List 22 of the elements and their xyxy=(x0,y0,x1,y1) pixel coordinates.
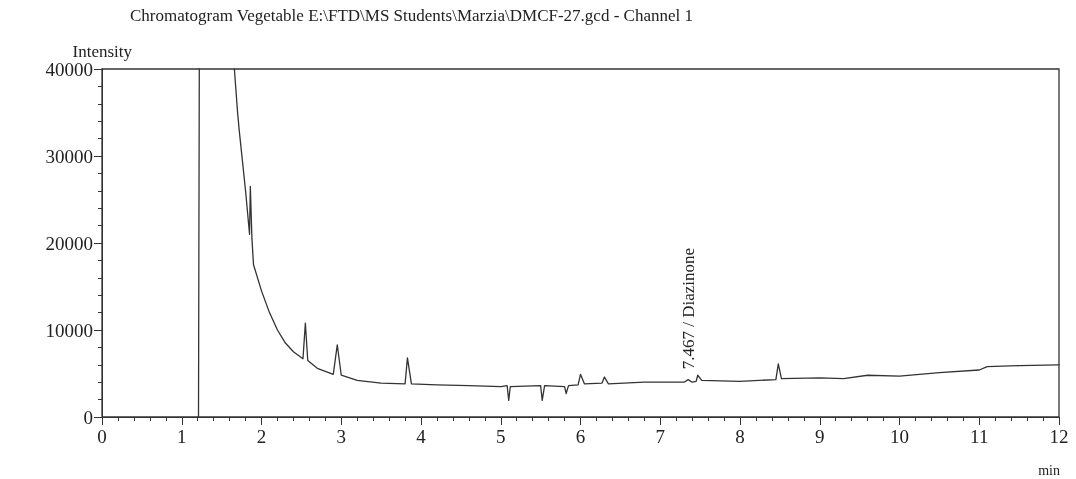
annotation: 7.467 / Diazinone xyxy=(678,247,698,370)
y-tick-label: 40000 xyxy=(45,58,93,80)
x-tick-label: 5 xyxy=(496,426,506,447)
x-tick-label: 7 xyxy=(655,426,665,447)
y-tick-label: 0 xyxy=(83,406,93,428)
x-axis-title: min xyxy=(1038,462,1060,478)
y-axis-title: Intensity xyxy=(72,41,133,61)
y-tick-label: 20000 xyxy=(45,232,93,254)
x-tick-label: 0 xyxy=(97,426,107,447)
x-tick-label: 12 xyxy=(1049,426,1069,447)
y-tick-label: 10000 xyxy=(45,319,93,341)
x-tick-label: 11 xyxy=(970,426,989,447)
x-tick-label: 8 xyxy=(735,426,745,447)
x-tick-label: 1 xyxy=(177,426,187,447)
x-tick-label: 4 xyxy=(416,426,427,447)
y-tick-label: 30000 xyxy=(45,145,93,167)
chart-title: Chromatogram Vegetable E:\FTD\MS Students\Marzia\DMCF-27.gcd - Channel 1 xyxy=(130,6,693,25)
x-tick-label: 6 xyxy=(575,426,586,447)
x-tick-label: 10 xyxy=(890,426,909,447)
x-tick-label: 9 xyxy=(815,426,825,447)
x-tick-label: 2 xyxy=(256,426,267,447)
x-tick-label: 3 xyxy=(336,426,346,447)
